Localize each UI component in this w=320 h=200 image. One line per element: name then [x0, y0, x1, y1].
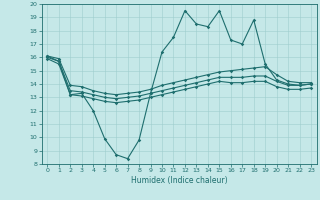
- X-axis label: Humidex (Indice chaleur): Humidex (Indice chaleur): [131, 176, 228, 185]
